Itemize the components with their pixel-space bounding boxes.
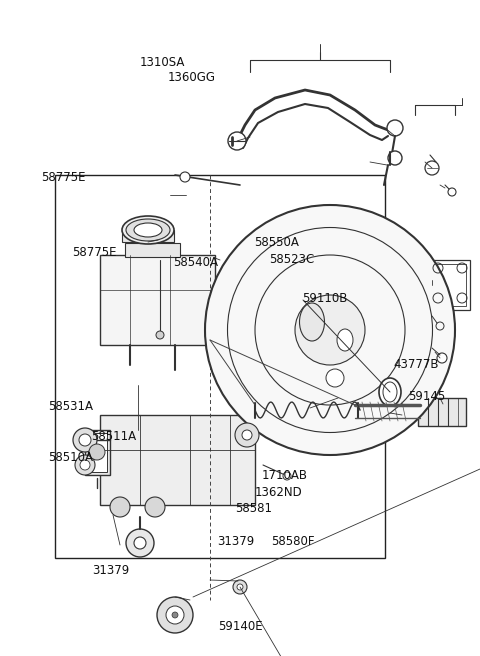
Circle shape [166,606,184,624]
Ellipse shape [337,329,353,351]
Circle shape [242,430,252,440]
Text: 31379: 31379 [92,564,130,577]
Circle shape [235,423,259,447]
Circle shape [80,460,90,470]
Circle shape [205,205,455,455]
Text: 58580F: 58580F [271,535,315,548]
Bar [418,398,466,426]
Bar [122,230,174,242]
Circle shape [156,331,164,339]
Text: 58550A: 58550A [254,236,299,249]
Circle shape [126,529,154,557]
Circle shape [437,353,447,363]
Text: 58540A: 58540A [173,256,218,269]
Circle shape [180,172,190,182]
Circle shape [448,188,456,196]
Circle shape [228,132,246,150]
Text: 58581: 58581 [235,502,272,515]
Text: 1362ND: 1362ND [254,485,302,499]
Circle shape [283,472,291,480]
Circle shape [79,434,91,446]
Circle shape [425,161,439,175]
Circle shape [157,597,193,633]
Text: 58775E: 58775E [41,171,85,184]
Circle shape [388,151,402,165]
Text: 59145: 59145 [408,390,445,403]
Text: 59110B: 59110B [302,292,348,305]
Circle shape [145,497,165,517]
Circle shape [73,428,97,452]
Circle shape [326,369,344,387]
Ellipse shape [383,382,397,402]
Text: 58511A: 58511A [91,430,136,443]
Circle shape [134,537,146,549]
Ellipse shape [122,216,174,244]
Text: 31379: 31379 [217,535,254,548]
Bar [125,243,180,257]
Circle shape [295,295,365,365]
Circle shape [233,580,247,594]
Circle shape [387,120,403,136]
Circle shape [75,455,95,475]
Text: 1360GG: 1360GG [168,71,216,84]
Bar [100,255,215,345]
Ellipse shape [126,219,170,241]
Ellipse shape [379,378,401,406]
Text: 58523C: 58523C [269,253,314,266]
Text: 58531A: 58531A [48,400,93,413]
Text: 58510A: 58510A [48,451,93,464]
Text: 43777B: 43777B [394,358,439,371]
Bar [85,430,110,475]
Text: 1710AB: 1710AB [262,469,308,482]
Circle shape [237,584,243,590]
Circle shape [89,444,105,460]
Bar [55,175,385,558]
Bar [100,415,255,505]
Bar [432,260,470,310]
Circle shape [110,497,130,517]
Text: 58775E: 58775E [72,246,117,259]
Text: 1310SA: 1310SA [139,56,185,69]
Ellipse shape [300,303,324,341]
Ellipse shape [134,223,162,237]
Bar [436,264,466,306]
Circle shape [172,612,178,618]
Bar [88,433,107,472]
Text: 59140E: 59140E [218,620,262,633]
